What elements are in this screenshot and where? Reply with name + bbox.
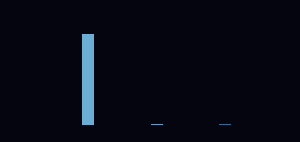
Bar	[82, 34, 94, 125]
Bar	[151, 124, 163, 125]
Bar	[219, 124, 231, 125]
